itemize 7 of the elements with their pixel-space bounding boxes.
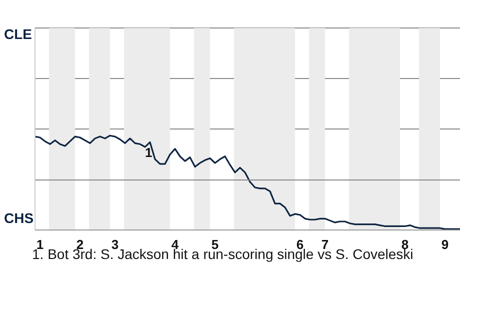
x-tick-label: 3 <box>111 237 119 252</box>
text: CHS <box>4 210 34 226</box>
text: CLE <box>4 26 32 42</box>
annotation: 1 <box>145 145 152 160</box>
x-tick-label: 9 <box>441 237 449 252</box>
x-tick-label: 5 <box>211 237 219 252</box>
x-tick-label: 7 <box>321 237 329 252</box>
